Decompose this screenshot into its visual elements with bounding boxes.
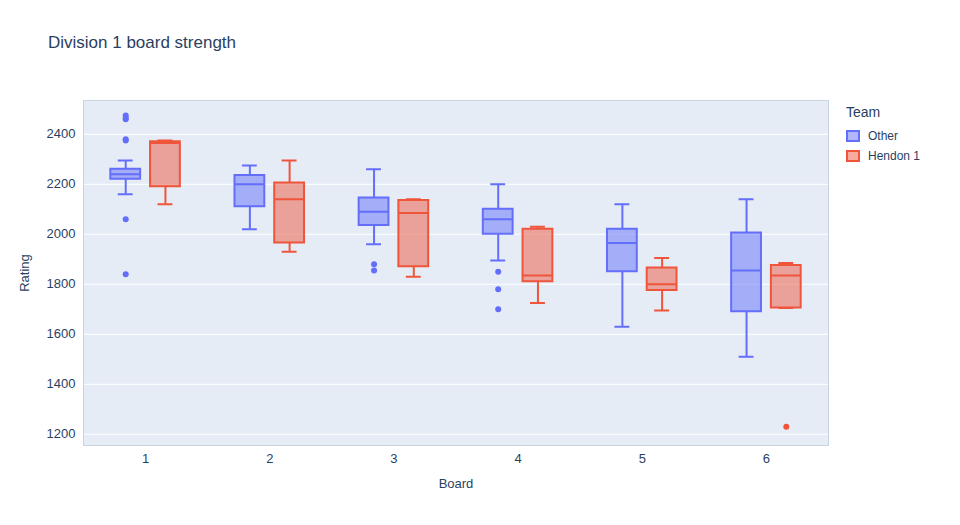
html-text:Hendon 1: Hendon 1 xyxy=(868,149,920,163)
svg-text:4: 4 xyxy=(514,451,521,466)
svg-text:1200: 1200 xyxy=(47,426,76,441)
html-text:Division 1 board strength: Division 1 board strength xyxy=(48,33,236,52)
svg-text:5: 5 xyxy=(639,451,646,466)
svg-text:Board: Board xyxy=(439,476,474,491)
svg-text:2: 2 xyxy=(266,451,273,466)
svg-text:1400: 1400 xyxy=(47,376,76,391)
svg-text:6: 6 xyxy=(763,451,770,466)
svg-text:Rating: Rating xyxy=(17,254,32,292)
svg-text:1800: 1800 xyxy=(47,276,76,291)
html-text:Other: Other xyxy=(868,129,898,143)
svg-text:3: 3 xyxy=(390,451,397,466)
svg-text:1: 1 xyxy=(142,451,149,466)
svg-text:2000: 2000 xyxy=(47,226,76,241)
svg-text:1600: 1600 xyxy=(47,326,76,341)
svg-text:2400: 2400 xyxy=(47,126,76,141)
html-text:Team: Team xyxy=(846,104,881,120)
svg-text:2200: 2200 xyxy=(47,176,76,191)
